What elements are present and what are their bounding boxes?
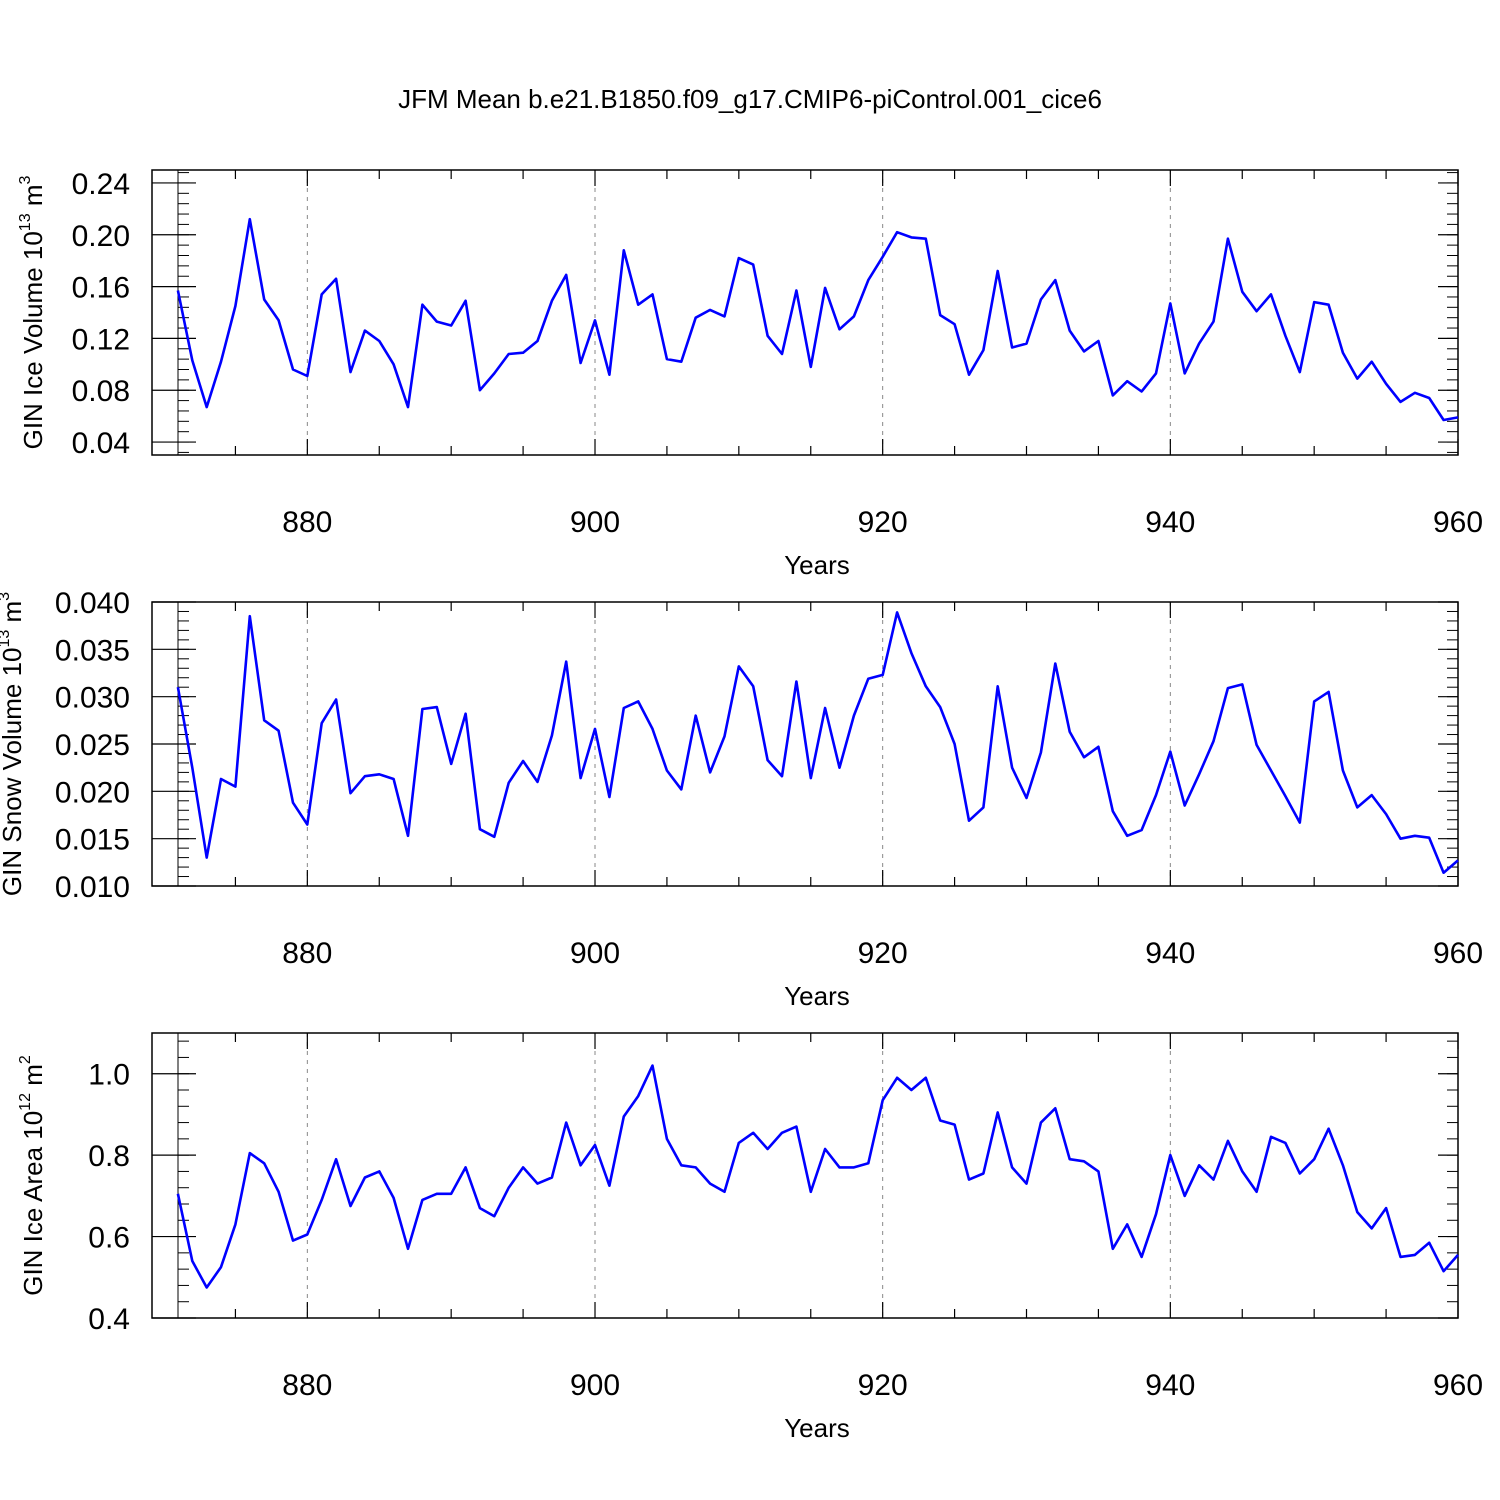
y-tick-label: 0.4 — [88, 1303, 130, 1336]
x-tick-label: 900 — [570, 937, 620, 970]
x-axis-title: Years — [784, 981, 850, 1011]
y-tick-label: 0.025 — [55, 729, 130, 762]
series-line — [176, 1064, 1459, 1289]
x-axis-title: Years — [784, 1413, 850, 1443]
x-axis-title: Years — [784, 550, 850, 580]
y-tick-label: 0.04 — [72, 427, 130, 460]
series-line — [176, 217, 1459, 422]
y-tick-label: 0.16 — [72, 272, 130, 305]
x-tick-label: 940 — [1145, 937, 1195, 970]
y-tick-label: 1.0 — [88, 1059, 130, 1092]
x-tick-label: 880 — [282, 937, 332, 970]
x-tick-label: 880 — [282, 1369, 332, 1402]
y-tick-label: 0.035 — [55, 634, 130, 667]
chart-title: JFM Mean b.e21.B1850.f09_g17.CMIP6-piCon… — [398, 84, 1102, 114]
y-tick-label: 0.12 — [72, 323, 130, 356]
x-tick-label: 940 — [1145, 506, 1195, 539]
x-tick-label: 920 — [858, 1369, 908, 1402]
y-tick-label: 0.020 — [55, 776, 130, 809]
y-axis-title: GIN Ice Volume 1013 m3 — [17, 175, 48, 449]
y-tick-label: 0.20 — [72, 220, 130, 253]
y-axis-title: GIN Snow Volume 1013 m3 — [0, 592, 27, 896]
x-tick-label: 960 — [1433, 506, 1483, 539]
y-tick-label: 0.010 — [55, 871, 130, 904]
y-tick-label: 0.6 — [88, 1222, 130, 1255]
y-tick-label: 0.24 — [72, 168, 130, 201]
x-tick-label: 940 — [1145, 1369, 1195, 1402]
x-tick-label: 960 — [1433, 937, 1483, 970]
x-tick-label: 900 — [570, 506, 620, 539]
y-tick-label: 0.08 — [72, 375, 130, 408]
x-tick-label: 880 — [282, 506, 332, 539]
y-axis-title: GIN Ice Area 1012 m2 — [17, 1055, 48, 1296]
plot-frame — [151, 1032, 1459, 1319]
plot-frame — [151, 169, 1459, 456]
y-tick-label: 0.015 — [55, 824, 130, 857]
y-tick-label: 0.030 — [55, 682, 130, 715]
x-tick-label: 920 — [858, 506, 908, 539]
x-tick-label: 920 — [858, 937, 908, 970]
ice-volume-panel: 880 900 920 940 960 0.04 0.08 0.12 0.16 0.20 0.24 Y… — [17, 168, 1483, 580]
y-tick-label: 0.040 — [55, 587, 130, 620]
series-line — [176, 611, 1459, 875]
ice-area-panel: 880 900 920 940 960 0.4 0.6 0.8 1.0 Years GIN Ice … — [17, 1032, 1483, 1443]
x-tick-label: 900 — [570, 1369, 620, 1402]
snow-volume-panel: 880 900 920 940 960 0.010 0.015 0.020 0.025 0.030… — [0, 587, 1483, 1011]
x-tick-label: 960 — [1433, 1369, 1483, 1402]
y-tick-label: 0.8 — [88, 1140, 130, 1173]
